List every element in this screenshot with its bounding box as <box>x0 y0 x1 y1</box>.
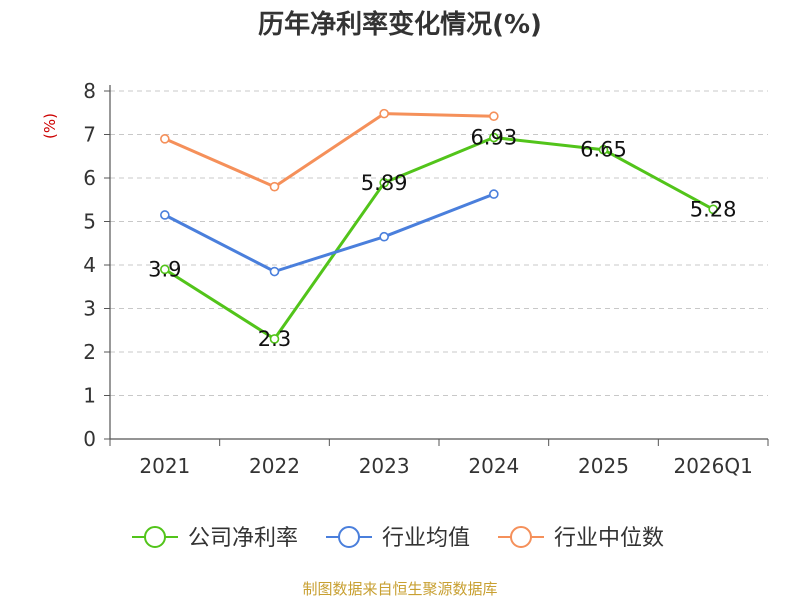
data-label: 2.3 <box>258 327 291 351</box>
data-point <box>598 144 609 155</box>
series-line <box>163 136 714 341</box>
x-tick-label: 2023 <box>359 454 410 478</box>
x-tick-label: 2021 <box>139 454 190 478</box>
data-point <box>160 134 170 144</box>
legend-label: 行业均值 <box>382 526 470 551</box>
data-point <box>379 108 389 119</box>
data-point <box>489 111 499 122</box>
data-point <box>379 177 389 188</box>
data-point <box>708 204 718 215</box>
data-point <box>489 132 499 143</box>
data-label: 6.65 <box>580 138 627 162</box>
source-note: 制图数据来自恒生聚源数据库 <box>302 580 498 598</box>
chart-title: 历年净利率变化情况(%) <box>258 10 542 40</box>
data-label: 5.89 <box>361 171 408 195</box>
data-point <box>489 189 499 199</box>
data-label: 3.9 <box>148 257 181 281</box>
data-label: 5.28 <box>690 197 737 221</box>
y-tick-label: 2 <box>83 340 96 364</box>
x-tick-label: 2022 <box>249 454 300 478</box>
x-tick-label: 2025 <box>578 454 629 478</box>
y-tick-label: 4 <box>83 253 96 277</box>
y-axis-label: (%) <box>41 113 59 139</box>
series-line <box>164 192 495 273</box>
y-tick-label: 0 <box>83 427 96 451</box>
legend-marker <box>338 526 360 548</box>
data-labels: 3.9 2.3 5.89 6.93 6.65 5.28 <box>148 126 736 351</box>
data-point <box>160 210 170 220</box>
legend-label: 行业中位数 <box>554 526 664 551</box>
x-tick-label: 2026Q1 <box>673 454 752 478</box>
y-tick-label: 7 <box>83 123 96 147</box>
axes: 0 1 2 3 4 5 6 7 8 (%) 2021 2022 2023 2024 2025 2026Q1 <box>41 79 769 478</box>
y-tick-label: 8 <box>83 79 96 103</box>
legend-marker <box>510 526 532 548</box>
data-point <box>269 334 280 344</box>
data-label: 6.93 <box>470 126 517 150</box>
series-line <box>164 112 494 189</box>
series-layer <box>160 108 718 344</box>
grid-lines <box>110 90 768 396</box>
legend: 公司净利率 行业均值 行业中位数 <box>132 526 664 551</box>
y-tick-label: 6 <box>83 166 96 190</box>
data-point <box>379 231 389 242</box>
legend-label: 公司净利率 <box>188 526 298 551</box>
y-tick-label: 1 <box>83 384 96 408</box>
data-point <box>269 266 280 277</box>
legend-marker <box>144 526 166 548</box>
data-point <box>160 264 170 275</box>
y-tick-label: 3 <box>83 297 96 321</box>
y-tick-label: 5 <box>83 210 96 234</box>
x-tick-label: 2024 <box>468 454 519 478</box>
data-point <box>269 181 280 192</box>
